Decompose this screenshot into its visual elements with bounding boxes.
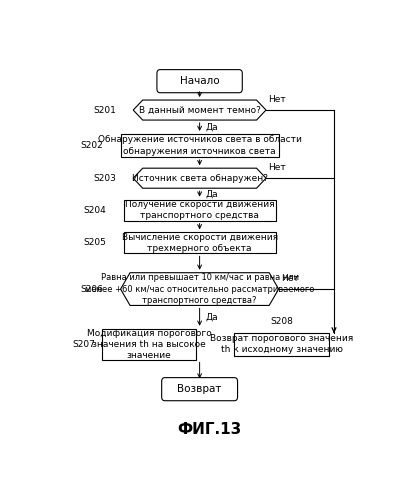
Text: Начало: Начало (180, 76, 220, 86)
Bar (124, 200, 275, 220)
FancyBboxPatch shape (162, 378, 237, 400)
Polygon shape (133, 168, 266, 188)
Text: S204: S204 (84, 206, 106, 214)
Text: Обнаружение источников света в области
обнаружения источников света: Обнаружение источников света в области о… (98, 136, 302, 156)
Text: Источник света обнаружен?: Источник света обнаружен? (132, 174, 268, 182)
Text: Получение скорости движения
транспортного средства: Получение скорости движения транспортног… (125, 200, 275, 220)
Bar (121, 134, 279, 157)
Text: S202: S202 (80, 141, 103, 150)
Text: ФИГ.13: ФИГ.13 (177, 422, 241, 437)
Text: Да: Да (205, 190, 218, 198)
Text: Да: Да (205, 312, 218, 322)
Text: Равна или превышает 10 км/час и равна или
менее +60 км/час относительно рассматр: Равна или превышает 10 км/час и равна ил… (85, 274, 314, 304)
Text: Да: Да (205, 122, 218, 132)
Bar (234, 332, 329, 355)
Text: S206: S206 (80, 284, 103, 294)
FancyBboxPatch shape (157, 70, 242, 92)
Bar (124, 232, 275, 254)
Text: S203: S203 (93, 174, 116, 182)
Polygon shape (133, 100, 266, 120)
Text: Вычисление скорости движения
трехмерного объекта: Вычисление скорости движения трехмерного… (122, 233, 278, 253)
Text: Нет: Нет (268, 164, 286, 172)
Text: S207: S207 (72, 340, 95, 348)
Text: S208: S208 (271, 316, 293, 326)
Bar (102, 328, 196, 360)
Text: S201: S201 (93, 106, 116, 114)
Text: Нет: Нет (268, 96, 286, 104)
Text: S205: S205 (84, 238, 106, 248)
Text: Возврат: Возврат (177, 384, 222, 394)
Text: В данный момент темно?: В данный момент темно? (139, 106, 261, 114)
Text: Возврат порогового значения
th к исходному значению: Возврат порогового значения th к исходно… (210, 334, 353, 354)
Text: Модификация порогового
значения th на высокое
значение: Модификация порогового значения th на вы… (86, 328, 211, 360)
Polygon shape (121, 272, 279, 306)
Text: Нет: Нет (281, 274, 299, 283)
